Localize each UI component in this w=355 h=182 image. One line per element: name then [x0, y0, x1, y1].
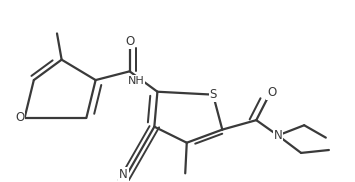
Text: N: N	[274, 129, 282, 142]
Text: N: N	[119, 168, 128, 181]
Text: S: S	[209, 88, 217, 101]
Text: O: O	[15, 111, 24, 124]
Text: O: O	[267, 86, 276, 99]
Text: O: O	[125, 35, 134, 48]
Text: NH: NH	[127, 76, 144, 86]
